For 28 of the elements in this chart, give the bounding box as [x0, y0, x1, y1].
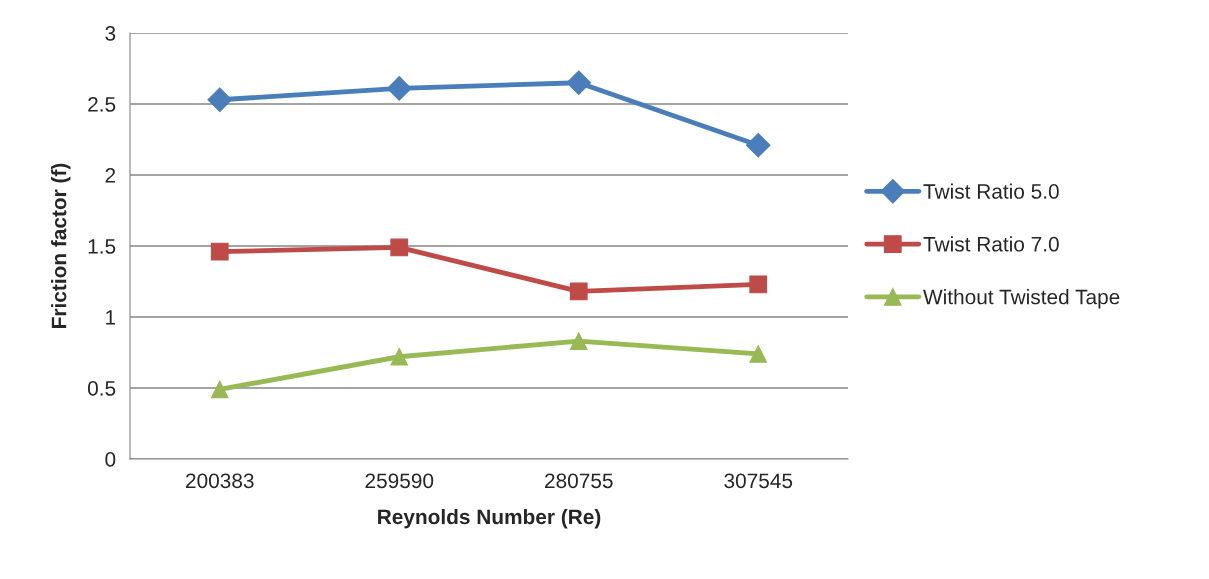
point — [207, 87, 233, 113]
point — [749, 345, 768, 363]
legend-label: Twist Ratio 7.0 — [923, 236, 1059, 252]
x-tick-label: 200383 — [186, 473, 254, 489]
point — [390, 347, 409, 366]
legend-label: Twist Ratio 5.0 — [923, 183, 1059, 199]
y-tick-label: 2 — [105, 168, 116, 183]
point — [210, 380, 229, 399]
y-tick-label: 3 — [105, 26, 116, 41]
x-axis-title: Reynolds Number (Re) — [378, 508, 601, 529]
y-tick-label: 2.5 — [88, 97, 116, 112]
point — [566, 70, 592, 96]
point — [745, 132, 771, 158]
y-tick-label: 1 — [106, 310, 116, 325]
point — [749, 275, 768, 294]
x-tick-label: 280755 — [545, 473, 613, 489]
y-tick-label: 0.5 — [87, 381, 116, 396]
point — [569, 332, 588, 350]
point — [390, 238, 409, 257]
point — [569, 282, 588, 301]
y-tick-label: 0 — [105, 452, 116, 467]
point — [386, 76, 412, 101]
y-tick-label: 1.5 — [88, 239, 116, 254]
x-tick-label: 259590 — [365, 473, 434, 489]
point — [210, 242, 229, 261]
y-axis-title: Friction factor (f) — [51, 163, 71, 328]
x-tick-label: 307545 — [724, 473, 793, 489]
legend-label: Without Twisted Tape — [923, 289, 1120, 309]
